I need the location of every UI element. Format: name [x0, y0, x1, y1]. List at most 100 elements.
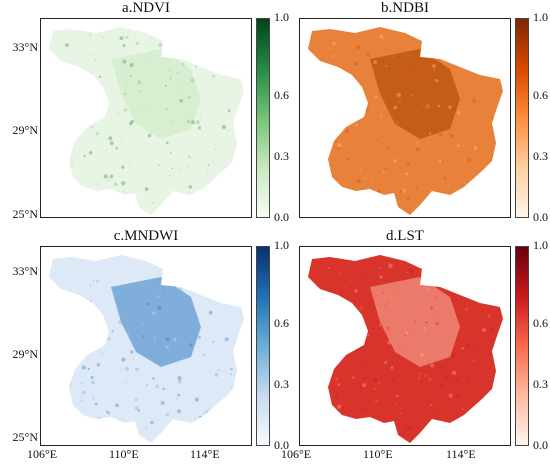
pixel-speckle [130, 340, 132, 342]
pixel-speckle [443, 54, 446, 58]
pixel-speckle [423, 326, 426, 330]
pixel-speckle [63, 140, 68, 145]
colorbar-tick-0.6: 0.6 [274, 88, 289, 102]
pixel-speckle [170, 121, 172, 123]
pixel-speckle [62, 116, 67, 121]
pixel-speckle [106, 149, 108, 151]
pixel-speckle [490, 62, 495, 66]
pixel-speckle [150, 420, 154, 424]
lat-label-29n: 29°N [12, 347, 38, 361]
pixel-speckle [106, 410, 110, 414]
panel-mndwi: c.MNDWI 1.0 0.6 0.3 0.0 [0, 228, 289, 456]
pixel-speckle [225, 36, 229, 40]
pixel-speckle [124, 78, 128, 83]
pixel-speckle [115, 403, 119, 407]
pixel-speckle [188, 155, 191, 159]
pixel-speckle [346, 157, 350, 161]
pixel-speckle [86, 318, 90, 322]
pixel-speckle [489, 327, 494, 332]
pixel-speckle [91, 349, 94, 352]
pixel-speckle [134, 406, 139, 411]
pixel-speckle [487, 314, 491, 318]
pixel-speckle [333, 126, 335, 128]
pixel-speckle [486, 57, 489, 60]
pixel-speckle [183, 307, 186, 311]
pixel-speckle [84, 75, 87, 78]
pixel-speckle [373, 387, 377, 391]
pixel-speckle [437, 104, 441, 108]
pixel-speckle [444, 195, 449, 200]
pixel-speckle [138, 90, 141, 93]
pixel-speckle [380, 93, 382, 96]
pixel-speckle [94, 402, 98, 406]
pixel-speckle [399, 189, 403, 194]
pixel-speckle [208, 308, 211, 311]
pixel-speckle [325, 401, 329, 406]
panel-lst: d.LST 1.0 0.6 0.3 0.0 [275, 228, 550, 456]
pixel-speckle [431, 188, 436, 193]
pixel-speckle [177, 393, 181, 397]
region-variation [111, 277, 201, 367]
pixel-speckle [319, 142, 322, 144]
pixel-speckle [165, 108, 168, 111]
pixel-speckle [399, 314, 401, 316]
pixel-speckle [70, 128, 74, 132]
pixel-speckle [111, 330, 114, 333]
pixel-speckle [321, 392, 326, 396]
pixel-speckle [376, 188, 381, 193]
pixel-speckle [160, 350, 162, 352]
pixel-speckle [415, 187, 418, 190]
pixel-speckle [176, 72, 179, 74]
pixel-speckle [89, 53, 92, 56]
pixel-speckle [341, 196, 346, 201]
pixel-speckle [398, 157, 402, 160]
pixel-speckle [347, 379, 349, 381]
pixel-speckle [359, 386, 363, 389]
pixel-speckle [155, 384, 159, 389]
pixel-speckle [417, 144, 419, 146]
pixel-speckle [142, 322, 144, 325]
pixel-speckle [154, 372, 157, 374]
pixel-speckle [114, 183, 118, 187]
pixel-speckle [379, 267, 382, 270]
pixel-speckle [225, 291, 229, 295]
pixel-speckle [100, 352, 105, 357]
pixel-speckle [366, 382, 368, 385]
pixel-speckle [434, 411, 437, 414]
pixel-speckle [121, 35, 126, 40]
pixel-speckle [449, 133, 454, 138]
pixel-speckle [384, 135, 387, 139]
pixel-speckle [115, 111, 120, 116]
pixel-speckle [90, 375, 94, 380]
pixel-speckle [164, 84, 167, 87]
pixel-speckle [358, 100, 362, 104]
pixel-speckle [129, 62, 134, 68]
pixel-speckle [486, 421, 491, 425]
pixel-speckle [399, 165, 402, 167]
pixel-speckle [188, 96, 191, 99]
pixel-speckle [190, 78, 195, 83]
pixel-speckle [109, 174, 114, 179]
pixel-speckle [148, 59, 151, 61]
pixel-speckle [67, 79, 72, 83]
pixel-speckle [75, 422, 77, 424]
pixel-speckle [92, 397, 95, 400]
pixel-speckle [452, 72, 454, 74]
pixel-speckle [149, 36, 153, 40]
pixel-speckle [149, 180, 152, 183]
pixel-speckle [228, 191, 231, 194]
pixel-speckle [434, 48, 436, 50]
pixel-speckle [353, 308, 356, 311]
pixel-speckle [121, 357, 126, 362]
pixel-speckle [407, 271, 409, 274]
pixel-speckle [399, 158, 402, 161]
pixel-speckle [473, 195, 477, 198]
pixel-speckle [179, 98, 183, 103]
colorbar-mndwi [256, 246, 270, 446]
pixel-speckle [168, 174, 171, 177]
pixel-speckle [123, 108, 128, 112]
pixel-speckle [480, 134, 486, 139]
pixel-speckle [145, 326, 150, 331]
pixel-speckle [214, 372, 219, 377]
pixel-speckle [395, 289, 398, 293]
